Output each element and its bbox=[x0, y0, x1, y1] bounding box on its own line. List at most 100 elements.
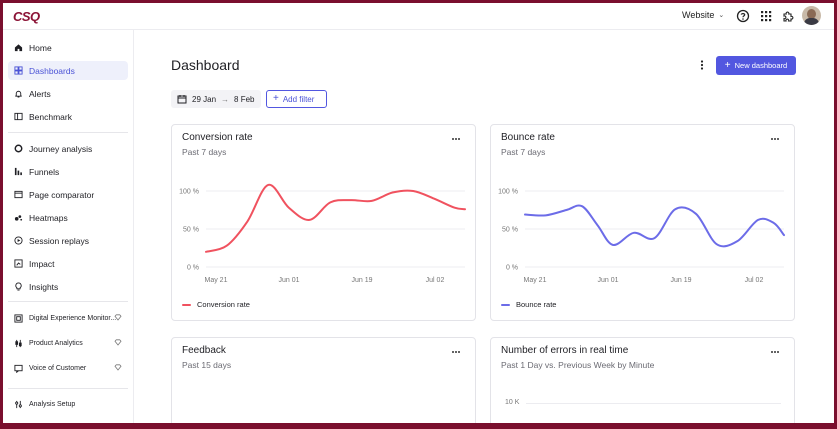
bounce-rate-chart: 100 % 50 % 0 % May 21 Jun 01 Jun 19 Jul 02 bbox=[498, 189, 785, 284]
date-start: 29 Jan bbox=[192, 94, 217, 104]
top-bar: CSQ Website ⌄ bbox=[3, 3, 834, 30]
card-subtitle: Past 7 days bbox=[182, 147, 227, 157]
sidebar-item-label: Heatmaps bbox=[29, 212, 68, 223]
sidebar-item-heatmaps[interactable]: Heatmaps bbox=[8, 208, 128, 227]
x-tick-label: Jun 01 bbox=[597, 277, 618, 284]
y-tick-label: 10 K bbox=[505, 399, 520, 406]
sidebar-item-funnels[interactable]: Funnels bbox=[8, 162, 128, 181]
more-options-icon[interactable] bbox=[696, 58, 708, 72]
chart-legend: Conversion rate bbox=[182, 300, 250, 309]
sidebar-item-label: Digital Experience Monitor... bbox=[29, 315, 117, 322]
legend-swatch bbox=[182, 303, 191, 306]
series-line[interactable] bbox=[524, 204, 785, 248]
x-tick-label: Jul 02 bbox=[745, 277, 764, 284]
diamond-icon bbox=[114, 339, 122, 346]
sidebar-item-label: Impact bbox=[29, 258, 55, 269]
website-selector[interactable]: Website ⌄ bbox=[682, 10, 724, 20]
plus-icon: + bbox=[273, 93, 279, 104]
lightbulb-icon bbox=[15, 282, 22, 291]
heatmap-icon bbox=[14, 215, 23, 221]
diamond-icon bbox=[114, 314, 122, 321]
puzzle-icon[interactable] bbox=[781, 9, 795, 23]
sidebar-item-alerts[interactable]: Alerts bbox=[8, 84, 128, 103]
feedback-card: Feedback Past 15 days bbox=[171, 337, 476, 423]
bell-icon bbox=[15, 90, 22, 98]
sidebar-item-label: Voice of Customer bbox=[29, 365, 87, 372]
date-range-picker[interactable]: 29 Jan → 8 Feb bbox=[171, 90, 261, 108]
legend-label: Conversion rate bbox=[197, 300, 250, 309]
sidebar-item-page-comparator[interactable]: Page comparator bbox=[8, 185, 128, 204]
journey-icon bbox=[14, 144, 23, 153]
sidebar-item-impact[interactable]: Impact bbox=[8, 254, 128, 273]
legend-swatch bbox=[501, 303, 510, 306]
new-dashboard-button[interactable]: + New dashboard bbox=[716, 56, 796, 75]
sidebar-item-home[interactable]: Home bbox=[8, 38, 128, 57]
sidebar-item-label: Journey analysis bbox=[29, 143, 93, 154]
sidebar: Home Dashboards Alerts Benchmark Journey… bbox=[3, 30, 134, 423]
sidebar-item-label: Page comparator bbox=[29, 189, 95, 200]
calendar-icon bbox=[177, 95, 187, 104]
conversion-rate-card: Conversion rate Past 7 days 100 % 50 % 0 %… bbox=[171, 124, 476, 321]
card-menu-icon[interactable] bbox=[770, 137, 780, 141]
y-tick-label: 0 % bbox=[506, 265, 518, 272]
card-title: Conversion rate bbox=[182, 132, 253, 143]
settings-sliders-icon bbox=[15, 400, 22, 409]
help-icon[interactable] bbox=[736, 9, 750, 23]
sidebar-item-label: Home bbox=[29, 42, 52, 53]
sidebar-item-benchmark[interactable]: Benchmark bbox=[8, 107, 128, 126]
card-subtitle: Past 15 days bbox=[182, 360, 232, 370]
card-subtitle: Past 7 days bbox=[501, 147, 546, 157]
series-line[interactable] bbox=[205, 183, 466, 253]
x-tick-label: May 21 bbox=[205, 277, 228, 284]
card-menu-icon[interactable] bbox=[770, 350, 780, 354]
card-menu-icon[interactable] bbox=[451, 137, 461, 141]
app-frame: CSQ Website ⌄ Home bbox=[3, 3, 834, 423]
sidebar-item-insights[interactable]: Insights bbox=[8, 277, 128, 296]
chevron-down-icon: ⌄ bbox=[718, 12, 725, 19]
new-dashboard-label: New dashboard bbox=[734, 61, 788, 70]
page-title: Dashboard bbox=[171, 57, 240, 73]
sidebar-item-label: Benchmark bbox=[29, 111, 72, 122]
card-title: Bounce rate bbox=[501, 132, 555, 143]
sidebar-item-digital-experience-monitor[interactable]: Digital Experience Monitor... bbox=[8, 309, 128, 328]
app-logo[interactable]: CSQ bbox=[13, 9, 40, 24]
main-content: Dashboard + New dashboard 29 Jan → 8 Feb… bbox=[135, 30, 834, 423]
sidebar-item-journey-analysis[interactable]: Journey analysis bbox=[8, 139, 128, 158]
plus-icon: + bbox=[724, 59, 731, 71]
sidebar-item-analysis-setup[interactable]: Analysis Setup bbox=[8, 395, 128, 414]
page-comparator-icon bbox=[14, 190, 23, 199]
sidebar-item-label: Product Analytics bbox=[29, 340, 83, 347]
play-circle-icon bbox=[14, 236, 23, 245]
x-tick-label: Jun 19 bbox=[351, 277, 372, 284]
sidebar-item-voice-of-customer[interactable]: Voice of Customer bbox=[8, 359, 128, 378]
analytics-icon bbox=[15, 339, 22, 348]
add-filter-label: Add filter bbox=[282, 94, 315, 104]
card-subtitle: Past 1 Day vs. Previous Week by Minute bbox=[501, 360, 655, 370]
add-filter-button[interactable]: + Add filter bbox=[266, 90, 327, 108]
x-tick-label: Jun 01 bbox=[278, 277, 299, 284]
message-icon bbox=[14, 364, 23, 373]
sidebar-item-dashboards[interactable]: Dashboards bbox=[8, 61, 128, 80]
sidebar-item-session-replays[interactable]: Session replays bbox=[8, 231, 128, 250]
website-selector-label: Website bbox=[682, 10, 715, 20]
funnel-bars-icon bbox=[14, 167, 22, 176]
y-tick-label: 50 % bbox=[502, 227, 518, 234]
errors-realtime-card: Number of errors in real time Past 1 Day… bbox=[490, 337, 795, 423]
y-tick-label: 100 % bbox=[179, 189, 199, 196]
x-tick-label: Jul 02 bbox=[426, 277, 445, 284]
card-menu-icon[interactable] bbox=[451, 350, 461, 354]
x-tick-label: Jun 19 bbox=[670, 277, 691, 284]
sidebar-item-label: Analysis Setup bbox=[29, 401, 76, 408]
diamond-icon bbox=[114, 364, 122, 371]
bounce-rate-card: Bounce rate Past 7 days 100 % 50 % 0 % May … bbox=[490, 124, 795, 321]
user-avatar[interactable] bbox=[802, 6, 821, 25]
chart-legend: Bounce rate bbox=[501, 300, 556, 309]
y-tick-label: 50 % bbox=[183, 227, 199, 234]
apps-grid-icon[interactable] bbox=[759, 9, 773, 23]
arrow-right-icon: → bbox=[221, 94, 230, 104]
legend-label: Bounce rate bbox=[516, 300, 557, 309]
sidebar-divider bbox=[8, 132, 128, 133]
impact-icon bbox=[14, 259, 23, 268]
sidebar-item-product-analytics[interactable]: Product Analytics bbox=[8, 334, 128, 353]
date-end: 8 Feb bbox=[234, 94, 255, 104]
